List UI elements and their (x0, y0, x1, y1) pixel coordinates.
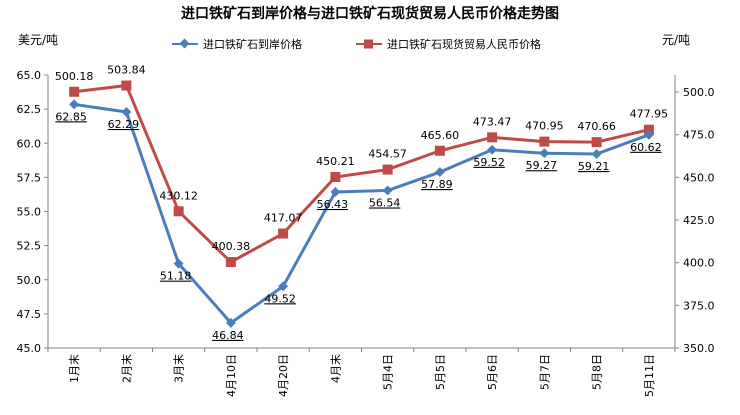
usd-price-point (121, 107, 132, 117)
x-axis-ticks: 1月末 2月末 3月末 4月10日 4月20日 4月末 5月4日 5月5日 5月6日 5月7日 5月… (47, 348, 676, 397)
rmb-data-label: 503.84 (107, 64, 146, 77)
x-tick-label: 5月5日 (434, 354, 447, 390)
rmb-price-point (591, 137, 602, 148)
legend-square-marker (364, 39, 373, 49)
chart-title: 进口铁矿石到岸价格与进口铁矿石现货贸易人民币价格走势图 (181, 5, 559, 22)
rmb-price-line (73, 83, 650, 264)
rmb-price-point (434, 145, 445, 156)
usd-price-point (434, 167, 445, 178)
rmb-data-label: 473.47 (473, 115, 512, 128)
usd-data-label: 62.85 (55, 110, 87, 123)
usd-price-point (225, 317, 236, 328)
left-tick-label: 55.0 (17, 206, 42, 219)
right-tick-label: 425.0 (683, 214, 715, 227)
rmb-price-point (330, 172, 341, 183)
rmb-price-point (539, 136, 550, 147)
usd-data-label: 60.62 (630, 141, 662, 154)
legend-diamond-marker (179, 38, 190, 49)
right-tick-label: 475.0 (683, 129, 715, 142)
right-tick-label: 375.0 (683, 299, 715, 312)
rmb-price-point (173, 206, 184, 217)
right-tick-label: 450.0 (683, 171, 715, 184)
usd-data-label: 59.52 (473, 156, 505, 169)
rmb-data-label: 465.60 (421, 129, 460, 142)
rmb-data-label: 450.21 (316, 155, 355, 168)
right-tick-label: 350.0 (683, 342, 715, 355)
rmb-data-label: 500.18 (55, 70, 94, 83)
left-tick-label: 45.0 (17, 342, 42, 355)
x-tick-label: 5月8日 (591, 354, 604, 390)
usd-price-point (330, 187, 341, 197)
rmb-price-point (69, 86, 80, 97)
left-tick-label: 47.5 (17, 308, 42, 321)
usd-price-line (73, 102, 650, 325)
x-tick-label: 1月末 (67, 354, 81, 383)
usd-price-point (382, 185, 393, 196)
usd-data-label: 49.52 (264, 292, 296, 305)
rmb-data-label: 454.57 (368, 148, 407, 161)
rmb-price-point (225, 257, 236, 268)
usd-price-point (591, 149, 602, 159)
rmb-price-point (382, 164, 393, 175)
right-tick-label: 500.0 (683, 86, 715, 99)
left-tick-label: 65.0 (17, 69, 42, 82)
rmb-price-point (643, 124, 654, 135)
x-tick-label: 5月7日 (538, 354, 551, 390)
right-axis-unit-label: 元/吨 (662, 33, 690, 47)
left-tick-label: 60.0 (17, 137, 42, 150)
usd-price-point (539, 148, 550, 159)
left-tick-label: 62.5 (17, 103, 42, 116)
rmb-data-label: 430.12 (159, 189, 198, 202)
legend-label-rmb: 进口铁矿石现货贸易人民币价格 (387, 37, 541, 51)
usd-price-point (643, 129, 654, 140)
usd-data-label: 57.89 (421, 178, 453, 191)
usd-data-label: 56.54 (369, 196, 401, 209)
left-tick-label: 52.5 (17, 240, 42, 253)
usd-price-point (278, 281, 289, 292)
rmb-data-label: 477.95 (630, 108, 669, 121)
usd-price-point (487, 144, 498, 155)
rmb-data-label: 470.95 (525, 120, 564, 133)
left-tick-label: 57.5 (17, 171, 42, 184)
right-tick-label: 400.0 (683, 257, 715, 270)
legend-label-usd: 进口铁矿石到岸价格 (203, 37, 302, 51)
usd-data-label: 59.27 (526, 159, 558, 172)
left-tick-label: 50.0 (17, 274, 42, 287)
data-labels-layer: 500.18 503.84 430.12 400.38 417.07 450.21 454.… (55, 64, 668, 342)
rmb-data-label: 470.66 (577, 120, 616, 133)
rmb-data-label: 417.07 (264, 212, 303, 225)
x-tick-label: 4月10日 (225, 354, 238, 397)
usd-data-label: 51.18 (160, 270, 192, 283)
x-tick-label: 3月末 (172, 354, 186, 383)
rmb-price-point (278, 228, 289, 239)
x-tick-label: 5月6日 (486, 354, 499, 390)
usd-data-label: 62.29 (108, 118, 140, 131)
usd-data-label: 59.21 (578, 160, 610, 173)
left-axis-unit-label: 美元/吨 (18, 33, 58, 47)
rmb-price-point (121, 80, 132, 91)
usd-data-label: 56.43 (317, 198, 349, 211)
x-tick-label: 4月末 (328, 354, 342, 383)
usd-data-label: 46.84 (212, 329, 244, 342)
x-tick-label: 5月11日 (643, 354, 656, 397)
rmb-price-point (487, 132, 498, 143)
x-tick-label: 4月20日 (277, 354, 290, 397)
series-layer (69, 80, 654, 328)
usd-price-point (69, 99, 80, 110)
left-axis-ticks: 45.0 47.5 50.0 52.5 55.0 57.5 60.0 62.5 65.0 (17, 69, 48, 355)
usd-price-point (173, 258, 184, 269)
right-axis-ticks: 350.0 375.0 400.0 425.0 450.0 475.0 500.0 (675, 86, 715, 355)
x-tick-label: 2月末 (119, 354, 133, 383)
x-tick-label: 5月4日 (382, 354, 395, 390)
rmb-data-label: 400.38 (212, 240, 251, 253)
legend: 进口铁矿石到岸价格 进口铁矿石现货贸易人民币价格 (172, 37, 541, 51)
